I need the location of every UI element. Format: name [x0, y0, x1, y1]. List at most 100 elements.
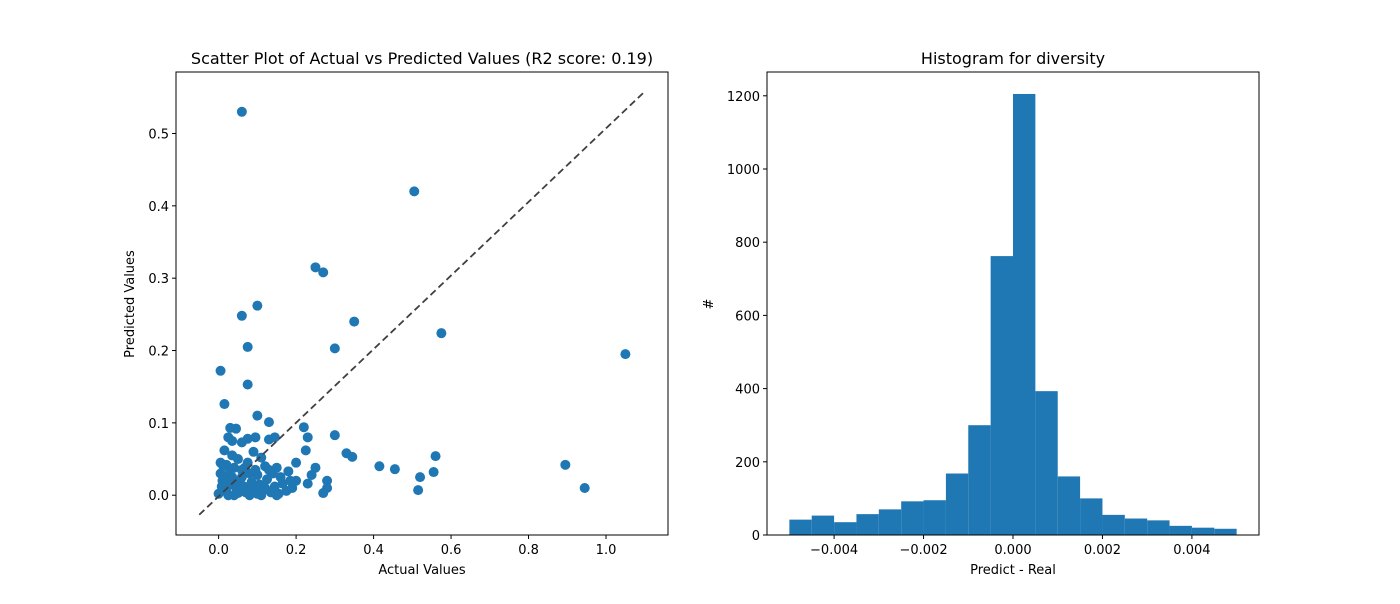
scatter-point	[247, 481, 258, 492]
scatter-point	[269, 432, 280, 443]
scatter-point	[620, 349, 631, 360]
scatter-point	[322, 475, 333, 486]
histogram-bar	[811, 515, 835, 535]
scatter-point	[252, 410, 263, 421]
scatter-point	[229, 477, 240, 488]
scatter-point	[215, 365, 226, 376]
histogram-bar	[968, 425, 991, 535]
scatter-point	[236, 310, 247, 321]
scatter-point	[252, 300, 263, 311]
scatter-point	[229, 490, 240, 501]
histogram-y-axis-label: #	[702, 299, 717, 310]
scatter-point	[302, 432, 313, 443]
scatter-point	[236, 106, 247, 117]
histogram-x-tick-label: 0.004	[1173, 543, 1210, 558]
scatter-point	[263, 464, 274, 475]
scatter-point	[302, 478, 313, 489]
scatter-points	[213, 106, 631, 501]
scatter-point	[349, 316, 360, 327]
scatter-point	[374, 461, 385, 472]
scatter-point	[231, 423, 242, 434]
scatter-x-tick-label: 0.8	[518, 543, 539, 558]
scatter-point	[242, 379, 253, 390]
scatter-point	[298, 422, 309, 433]
scatter-point	[250, 432, 261, 443]
histogram-bar	[878, 509, 902, 535]
histogram-bar	[1035, 391, 1058, 535]
scatter-point	[318, 488, 329, 499]
histogram-bar	[1191, 527, 1215, 535]
scatter-point	[560, 459, 571, 470]
histogram-bar	[1147, 520, 1170, 535]
histogram-y-tick-label: 1000	[727, 163, 760, 178]
scatter-point	[263, 417, 274, 428]
histogram-y-tick-label: 200	[735, 456, 760, 471]
histogram-bar	[1214, 528, 1237, 535]
histogram-bar	[1080, 498, 1103, 535]
scatter-point	[409, 186, 420, 197]
scatter-point	[232, 454, 243, 465]
scatter-x-ticks: 0.0 0.2 0.4 0.6 0.8 1.0	[208, 535, 616, 558]
scatter-point	[218, 461, 229, 472]
scatter-point	[275, 472, 286, 483]
scatter-axes-frame	[175, 71, 669, 536]
scatter-point	[428, 467, 439, 478]
scatter-point	[329, 343, 340, 354]
scatter-point	[248, 446, 259, 457]
scatter-title: Scatter Plot of Actual vs Predicted Valu…	[191, 49, 653, 68]
histogram-bar	[834, 522, 857, 535]
scatter-point	[430, 451, 441, 462]
scatter-point	[262, 474, 273, 485]
scatter-point	[283, 466, 294, 477]
histogram-bar	[1169, 525, 1192, 535]
histogram-bar	[901, 501, 924, 535]
scatter-reference-line	[198, 90, 646, 516]
scatter-point	[291, 457, 302, 468]
scatter-y-tick-label: 0.5	[148, 127, 169, 142]
scatter-point	[244, 490, 255, 501]
scatter-x-tick-label: 1.0	[596, 543, 617, 558]
histogram-bar	[923, 500, 946, 535]
scatter-x-tick-label: 0.6	[441, 543, 462, 558]
scatter-point	[306, 469, 317, 480]
scatter-point	[236, 437, 247, 448]
scatter-point	[219, 399, 230, 410]
scatter-x-tick-label: 0.0	[208, 543, 229, 558]
scatter-point	[256, 452, 267, 463]
scatter-point	[236, 472, 247, 483]
histogram-y-tick-label: 1200	[727, 90, 760, 105]
scatter-y-tick-label: 0.1	[148, 417, 169, 432]
scatter-y-ticks: 0.0 0.1 0.2 0.3 0.4 0.5	[148, 127, 176, 504]
scatter-point	[260, 482, 271, 493]
scatter-point	[221, 475, 232, 486]
histogram-bar	[945, 473, 969, 535]
scatter-y-axis-label: Predicted Values	[123, 250, 138, 358]
scatter-point	[347, 451, 358, 462]
scatter-x-tick-label: 0.2	[286, 543, 307, 558]
scatter-y-tick-label: 0.2	[148, 345, 169, 360]
scatter-point	[329, 430, 340, 441]
histogram-bar	[1057, 476, 1081, 535]
scatter-point	[310, 262, 321, 273]
scatter-x-axis-label: Actual Values	[378, 563, 466, 578]
scatter-point	[227, 435, 238, 446]
scatter-y-tick-label: 0.3	[148, 272, 169, 287]
histogram-y-ticks: 0 200 400 600 800 1000 1200	[727, 90, 767, 544]
histogram-x-ticks: −0.004 −0.002 0.000 0.002 0.004	[810, 535, 1211, 558]
histogram-x-axis-label: Predict - Real	[970, 563, 1056, 578]
scatter-y-tick-label: 0.0	[148, 489, 169, 504]
scatter-point	[239, 462, 250, 473]
histogram-x-tick-label: −0.002	[899, 543, 947, 558]
histogram-y-tick-label: 400	[735, 383, 760, 398]
histogram-y-tick-label: 800	[735, 236, 760, 251]
scatter-point	[579, 482, 590, 493]
histogram-bar	[789, 519, 812, 535]
histogram-x-tick-label: 0.000	[994, 543, 1031, 558]
scatter-point	[300, 445, 311, 456]
scatter-point	[436, 328, 447, 339]
histogram-chart: Histogram for diversity −0.004 −0.002 0.00…	[702, 49, 1260, 578]
histogram-bar	[1102, 514, 1125, 535]
histogram-bars	[789, 93, 1237, 535]
